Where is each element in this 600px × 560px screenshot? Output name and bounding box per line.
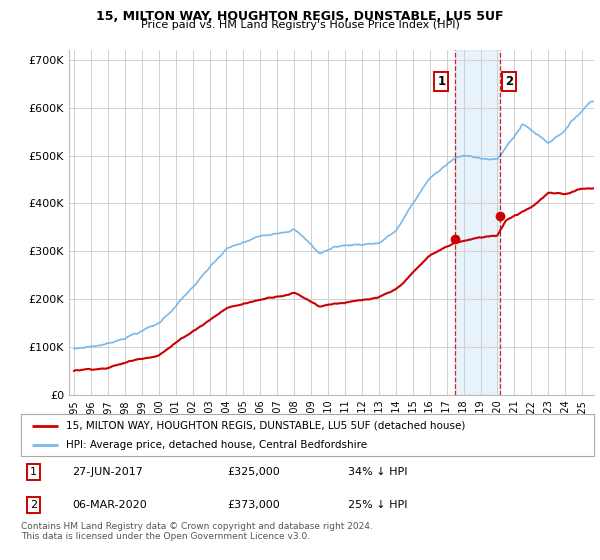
Text: HPI: Average price, detached house, Central Bedfordshire: HPI: Average price, detached house, Cent… (65, 440, 367, 450)
Text: 15, MILTON WAY, HOUGHTON REGIS, DUNSTABLE, LU5 5UF (detached house): 15, MILTON WAY, HOUGHTON REGIS, DUNSTABL… (65, 421, 465, 431)
Text: 2: 2 (505, 75, 513, 88)
Text: 1: 1 (30, 467, 37, 477)
Text: 15, MILTON WAY, HOUGHTON REGIS, DUNSTABLE, LU5 5UF: 15, MILTON WAY, HOUGHTON REGIS, DUNSTABL… (96, 10, 504, 23)
Bar (455, 50, 500, 395)
Text: £373,000: £373,000 (227, 500, 280, 510)
Text: 06-MAR-2020: 06-MAR-2020 (73, 500, 148, 510)
Text: 27-JUN-2017: 27-JUN-2017 (73, 467, 143, 477)
Text: 25% ↓ HPI: 25% ↓ HPI (347, 500, 407, 510)
Text: 2: 2 (30, 500, 37, 510)
Text: 34% ↓ HPI: 34% ↓ HPI (347, 467, 407, 477)
Text: Price paid vs. HM Land Registry's House Price Index (HPI): Price paid vs. HM Land Registry's House … (140, 20, 460, 30)
Text: £325,000: £325,000 (227, 467, 280, 477)
Text: Contains HM Land Registry data © Crown copyright and database right 2024.
This d: Contains HM Land Registry data © Crown c… (21, 522, 373, 542)
Text: 1: 1 (437, 75, 445, 88)
